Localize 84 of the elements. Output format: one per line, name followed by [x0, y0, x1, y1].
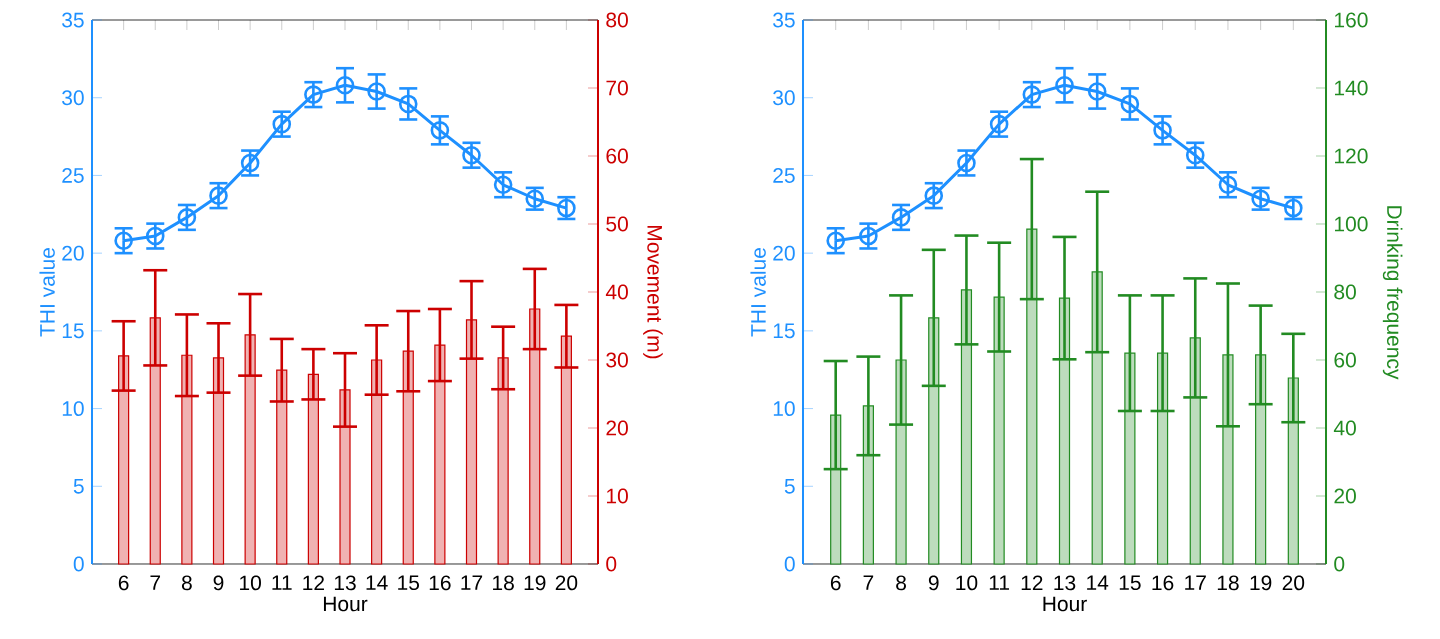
x-tick-label: 20 — [1282, 575, 1305, 591]
x-tick-label: 13 — [1054, 575, 1076, 591]
point — [304, 85, 323, 104]
y2-tick-label: 40 — [605, 284, 628, 300]
y2-tick-label: 160 — [1335, 12, 1368, 28]
point — [177, 208, 197, 227]
x-axis-title: Hour — [1043, 596, 1087, 612]
point — [1055, 75, 1074, 95]
y-tick-label: 15 — [62, 323, 84, 339]
x-tick-label: 9 — [928, 575, 939, 591]
y-tick-label: 0 — [73, 556, 84, 572]
y2-tick-label: 60 — [606, 148, 628, 164]
y2-tick-label: 20 — [1334, 488, 1356, 504]
x-tick-label: 7 — [863, 575, 874, 590]
y-tick-label: 15 — [773, 323, 795, 339]
x-tick-label: 16 — [1152, 575, 1174, 591]
y-tick-label: 25 — [773, 168, 795, 183]
x-tick-label: 15 — [1119, 575, 1141, 591]
point — [367, 82, 386, 101]
y-axis-title: THI value — [750, 248, 766, 337]
y-tick-label: 5 — [784, 478, 795, 494]
x-axis-title: Hour — [323, 596, 368, 612]
x-tick-label: 8 — [181, 575, 192, 591]
point — [1120, 94, 1140, 114]
point — [924, 186, 944, 205]
y2-tick-label: 20 — [606, 420, 628, 436]
x-tick-label: 17 — [461, 575, 483, 590]
x-tick-label: 13 — [334, 575, 356, 591]
x-tick-label: 12 — [1021, 575, 1043, 591]
y2-tick-label: 10 — [607, 488, 628, 504]
y2-tick-label: 50 — [606, 216, 628, 232]
x-tick-label: 14 — [1087, 575, 1109, 590]
y2-tick-label: 100 — [1335, 216, 1368, 232]
y-tick-label: 5 — [73, 478, 84, 494]
y-tick-label: 35 — [62, 12, 84, 28]
y-tick-label: 30 — [773, 90, 795, 106]
x-tick-label: 15 — [398, 575, 420, 591]
x-tick-label: 17 — [1185, 575, 1206, 590]
x-tick-label: 18 — [1217, 575, 1239, 591]
y-tick-label: 0 — [784, 556, 795, 572]
y2-axis-title: Drinking frequency — [1382, 206, 1403, 380]
x-tick-label: 10 — [956, 575, 978, 591]
y-tick-label: 20 — [773, 245, 795, 261]
x-tick-label: 8 — [896, 575, 906, 591]
y2-tick-label: 60 — [1334, 352, 1356, 368]
x-tick-label: 11 — [989, 575, 1009, 590]
point — [1153, 121, 1172, 140]
y-tick-label: 30 — [62, 90, 84, 106]
y-tick-label: 10 — [62, 401, 84, 417]
point — [891, 208, 911, 227]
point — [335, 75, 355, 95]
x-tick-label: 9 — [213, 575, 224, 591]
x-tick-label: 19 — [1250, 575, 1272, 591]
y2-tick-label: 40 — [1333, 420, 1356, 436]
x-tick-label: 11 — [272, 575, 292, 590]
y2-tick-label: 30 — [606, 352, 628, 368]
point — [430, 121, 450, 140]
point — [1087, 82, 1107, 101]
x-tick-label: 6 — [118, 575, 129, 591]
x-tick-label: 19 — [524, 575, 546, 591]
y-tick-label: 35 — [773, 12, 795, 28]
x-tick-label: 18 — [493, 575, 514, 591]
y2-tick-label: 80 — [606, 12, 628, 28]
y2-axis-title: Movement (m) — [643, 226, 663, 359]
y2-tick-label: 70 — [606, 80, 628, 96]
y-axis-title: THI value — [39, 248, 55, 337]
x-tick-label: 20 — [555, 575, 578, 591]
x-tick-label: 10 — [240, 575, 261, 591]
x-tick-label: 7 — [150, 575, 161, 590]
x-tick-label: 14 — [366, 575, 388, 590]
point — [209, 186, 228, 205]
y-tick-label: 20 — [62, 245, 84, 261]
y-tick-label: 10 — [773, 401, 795, 417]
y2-tick-label: 0 — [606, 556, 617, 572]
y2-tick-label: 120 — [1335, 148, 1368, 164]
y2-tick-label: 0 — [1334, 556, 1345, 572]
x-tick-label: 6 — [830, 575, 841, 591]
point — [1022, 85, 1042, 104]
point — [398, 94, 418, 114]
x-tick-label: 16 — [429, 575, 451, 591]
x-tick-label: 12 — [303, 575, 324, 591]
y-tick-label: 25 — [62, 168, 84, 183]
y2-tick-label: 140 — [1335, 80, 1368, 96]
y2-tick-label: 80 — [1334, 284, 1356, 300]
